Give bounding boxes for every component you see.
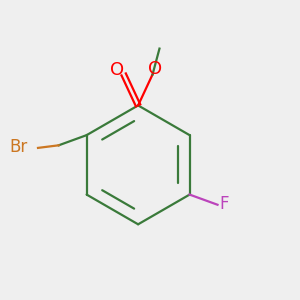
Text: O: O <box>110 61 124 79</box>
Text: O: O <box>148 60 162 78</box>
Text: Br: Br <box>9 138 28 156</box>
Text: F: F <box>219 195 229 213</box>
